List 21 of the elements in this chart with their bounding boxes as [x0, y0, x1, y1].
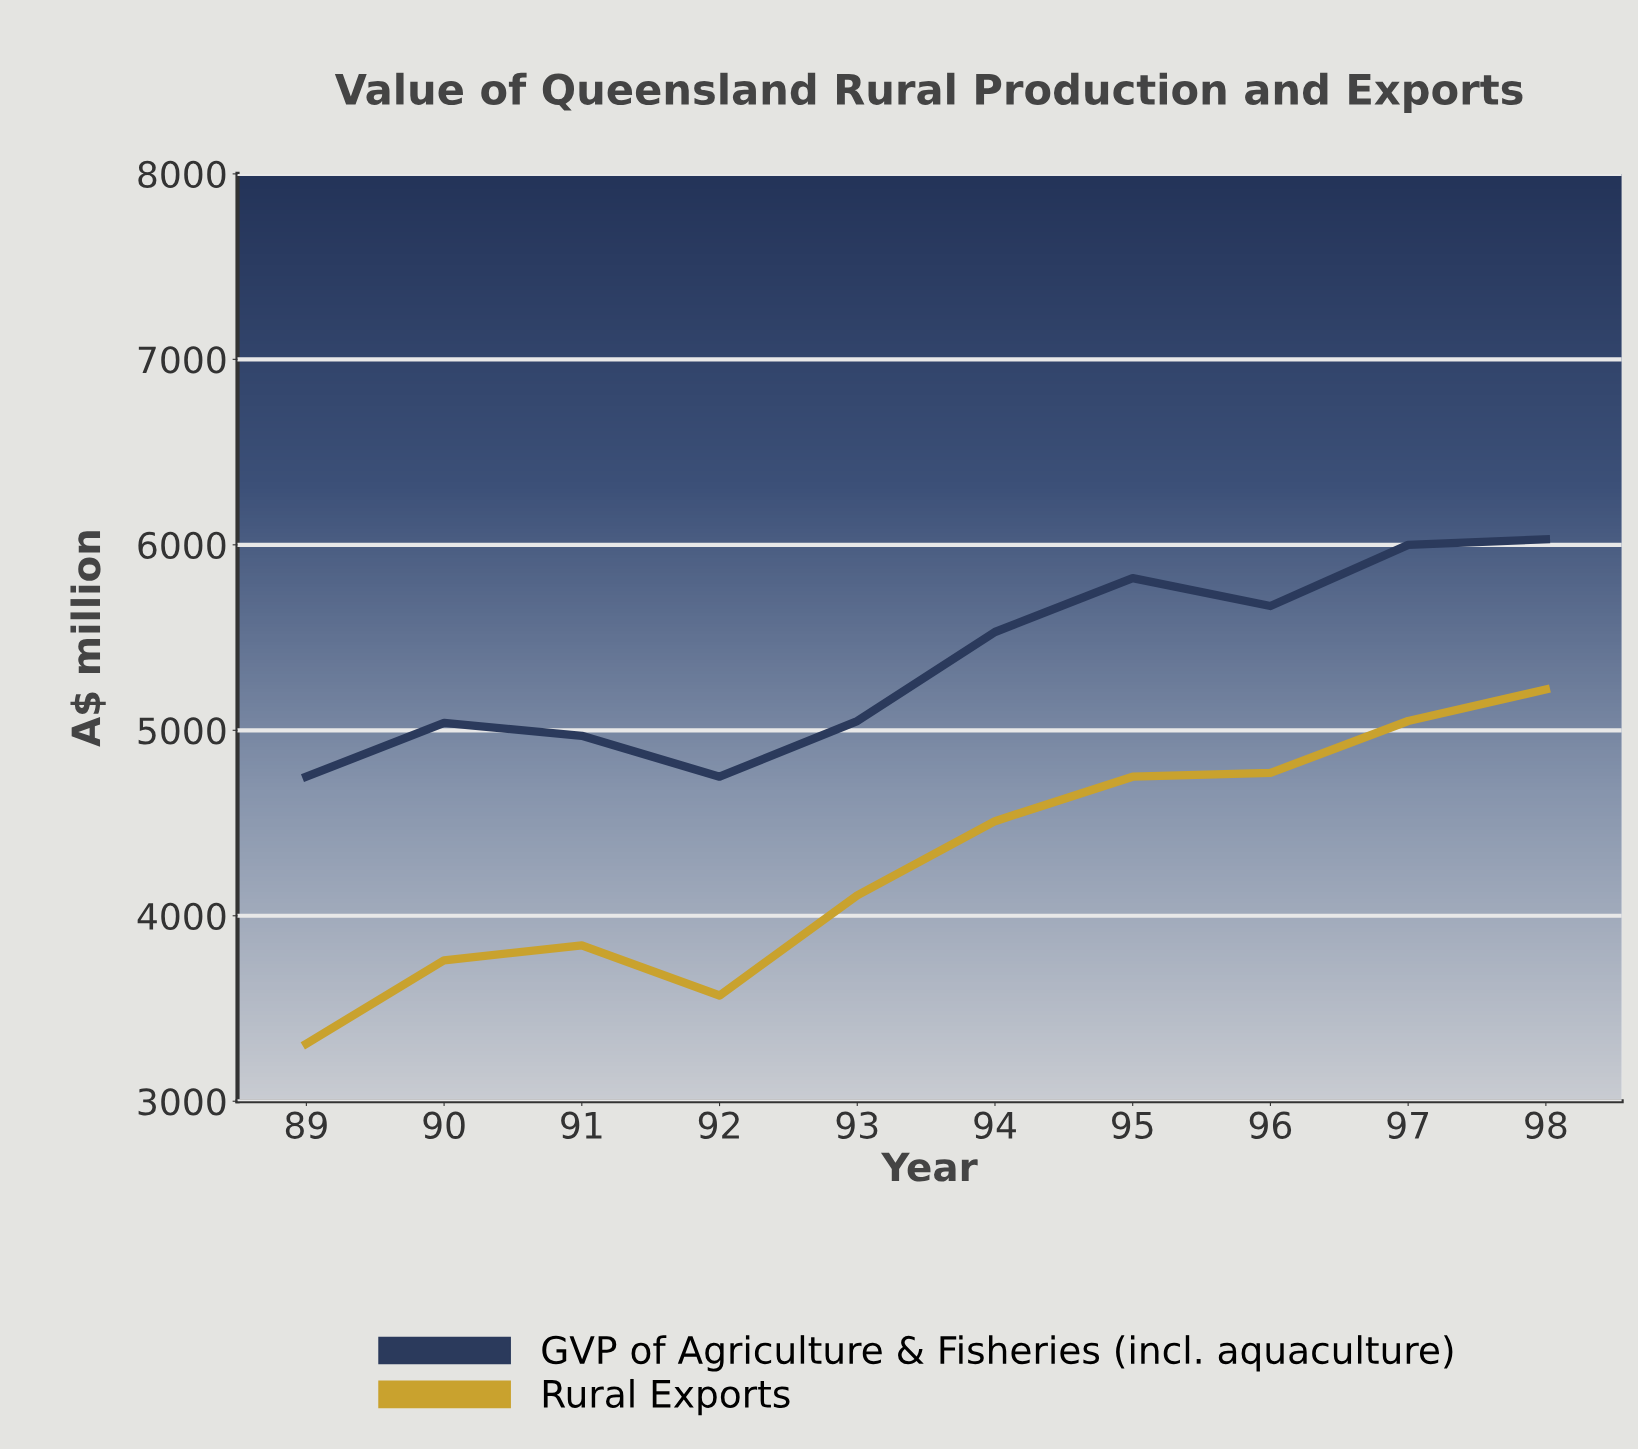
legend-label: GVP of Agriculture & Fisheries (incl. aquaculture) — [542, 1335, 1453, 1372]
x-tick-label: 94 — [974, 1111, 1016, 1139]
y-axis-title: A$ million — [70, 531, 106, 747]
x-tick-label: 89 — [285, 1111, 327, 1139]
x-tick-label: 98 — [1525, 1111, 1567, 1139]
y-tick-label: 4000 — [137, 902, 226, 930]
y-tick-label: 5000 — [138, 717, 226, 745]
legend-label: Rural Exports — [543, 1378, 790, 1416]
chart-title: Value of Queensland Rural Production and Exports — [334, 72, 1523, 114]
x-tick-label: 97 — [1387, 1111, 1429, 1139]
y-tick-label: 8000 — [138, 160, 226, 189]
x-tick-label: 95 — [1112, 1111, 1153, 1139]
x-tick-label: 92 — [698, 1111, 739, 1139]
x-tick-label: 91 — [561, 1111, 602, 1139]
x-axis-title: Year — [880, 1152, 978, 1182]
x-tick-label: 90 — [423, 1111, 465, 1139]
y-tick-label: 7000 — [138, 346, 226, 374]
y-tick-label: 6000 — [138, 531, 226, 560]
x-tick-label: 96 — [1249, 1111, 1292, 1139]
y-tick-label: 3000 — [138, 1088, 226, 1116]
x-tick-label: 93 — [836, 1111, 878, 1139]
